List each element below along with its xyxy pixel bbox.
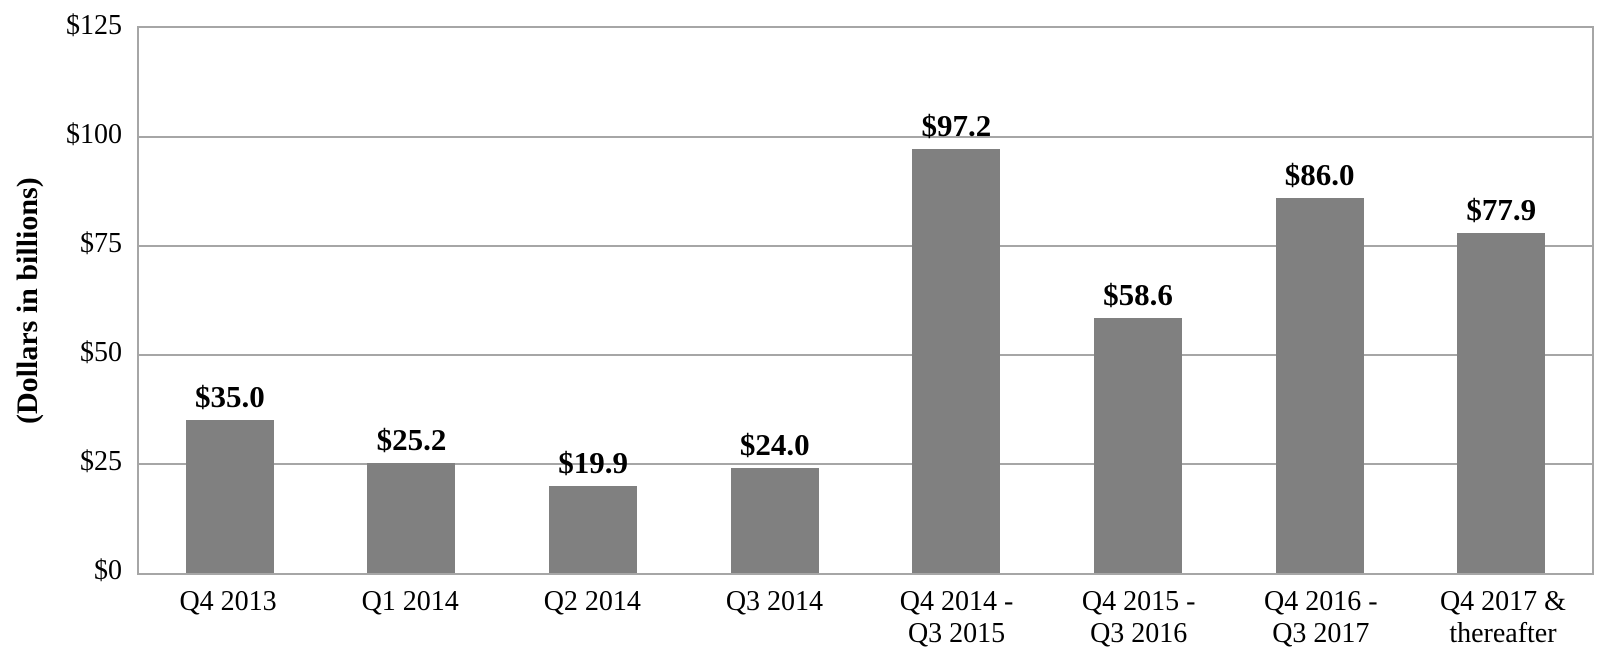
bar (367, 463, 456, 573)
bar-value-label: $58.6 (1103, 276, 1173, 312)
bar-value-label: $25.2 (376, 422, 447, 458)
bar-value-label: $77.9 (1466, 192, 1537, 228)
gridline (139, 136, 1592, 138)
bar-slot: $97.2 (866, 28, 1048, 573)
x-category-label: Q4 2015 - Q3 2016 (1081, 586, 1196, 650)
bar-value-label: $19.9 (558, 445, 628, 481)
bar-value-label: $86.0 (1284, 157, 1355, 193)
bar-value-label: $24.0 (739, 427, 810, 463)
y-tick-label: $100 (66, 119, 122, 150)
bar (912, 149, 1001, 573)
bar-slot: $25.2 (321, 28, 503, 573)
x-category-label: Q4 2017 & thereafter (1439, 586, 1566, 650)
bar (1275, 198, 1364, 573)
x-axis-category-labels: Q4 2013 Q1 2014 Q2 2014 Q3 2014 Q4 2014 - Q3 … (137, 586, 1594, 651)
y-tick-label: $125 (66, 10, 122, 41)
bar-slot: $58.6 (1047, 28, 1229, 573)
y-tick-label: $0 (94, 555, 122, 586)
x-category-label: Q4 2013 (179, 586, 277, 617)
bar (1093, 317, 1182, 573)
plot-area: $35.0 $25.2 $19.9 $24.0 $97.2 $58.6 $86.0 $77.9 (137, 26, 1594, 575)
bar-slot: $77.9 (1410, 28, 1592, 573)
y-tick-label: $50 (80, 337, 122, 368)
gridline (139, 245, 1592, 247)
bar (1457, 233, 1546, 573)
x-category-label: Q3 2014 (725, 586, 824, 617)
x-category-label: Q4 2016 - Q3 2017 (1264, 586, 1378, 650)
bar (730, 468, 819, 573)
bars-container: $35.0 $25.2 $19.9 $24.0 $97.2 $58.6 $86.0 $77.9 (139, 28, 1592, 573)
gridline (139, 354, 1592, 356)
bar-slot: $19.9 (502, 28, 684, 573)
bar-value-label: $97.2 (921, 108, 992, 144)
bar-slot: $24.0 (684, 28, 866, 573)
bar-slot: $35.0 (139, 28, 321, 573)
gridlines (139, 28, 1592, 573)
bar (549, 486, 638, 573)
x-category-label: Q2 2014 (543, 586, 641, 617)
y-tick-label: $75 (80, 228, 122, 259)
bar (185, 420, 274, 573)
bar-value-label: $35.0 (194, 379, 265, 415)
gridline (139, 463, 1592, 465)
bar-slot: $86.0 (1229, 28, 1411, 573)
y-tick-label: $25 (80, 446, 122, 477)
y-axis-tick-labels: $0 $25 $50 $75 $100 $125 (0, 12, 122, 585)
x-category-label: Q4 2014 - Q3 2015 (899, 586, 1014, 650)
x-category-label: Q1 2014 (361, 586, 459, 617)
